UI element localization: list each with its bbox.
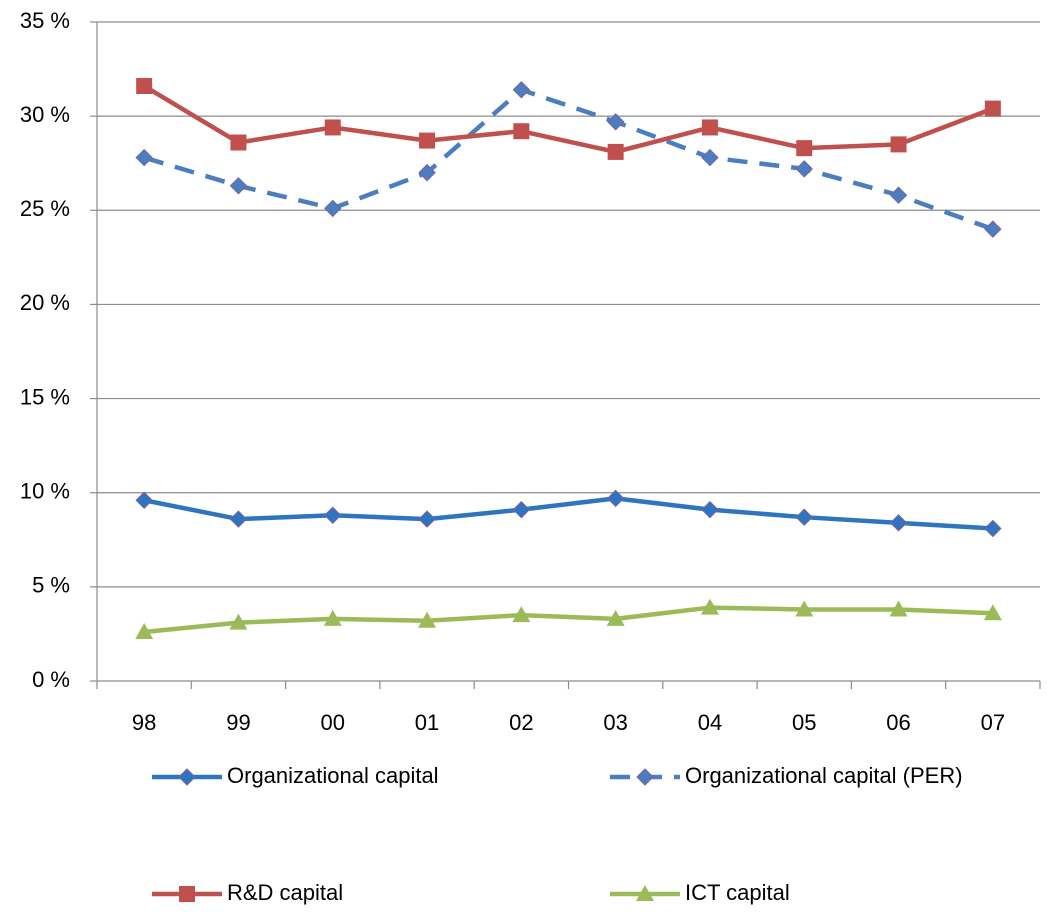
x-tick-label: 07 [981,710,1005,735]
data-point [418,611,437,628]
data-point [700,598,719,615]
data-point [512,500,531,519]
legend-marker [179,886,195,902]
y-tick-label: 35 % [20,8,70,33]
y-tick-label: 25 % [20,196,70,221]
data-point [984,519,1002,538]
data-point [607,143,624,160]
data-point [136,78,153,95]
data-point [512,606,531,623]
legend-label: ICT capital [685,880,790,905]
x-tick-label: 03 [603,710,627,735]
data-point [418,163,436,182]
data-point [796,140,813,157]
data-point [983,604,1002,621]
y-tick-label: 5 % [32,573,70,598]
legend-marker [636,768,654,786]
data-point [230,134,247,151]
data-point [323,609,342,626]
x-tick-label: 05 [792,710,816,735]
data-point [889,514,908,532]
data-point [229,510,248,528]
series-line [143,605,993,635]
y-tick-label: 30 % [20,102,70,127]
data-point [324,199,342,218]
data-point [606,113,625,131]
data-point [513,123,530,140]
legend-label: Organizational capital (PER) [685,763,963,788]
data-point [984,220,1002,238]
data-point [418,510,436,528]
legend-marker [636,885,654,901]
series-line [143,496,993,531]
legend-marker [178,768,196,786]
data-point [795,508,813,526]
legend-label: Organizational capital [227,763,439,788]
y-tick-label: 10 % [20,479,70,504]
x-tick-label: 00 [321,710,345,735]
data-point [701,148,719,167]
data-point [419,132,436,149]
x-tick-label: 02 [509,710,533,735]
data-point [324,506,342,525]
data-point [324,119,341,136]
data-point [135,623,154,640]
data-point [229,177,248,195]
data-point [795,160,813,178]
y-tick-label: 20 % [20,290,70,315]
data-point [889,186,908,204]
legend-label: R&D capital [227,880,343,905]
data-point [889,600,908,617]
y-tick-label: 0 % [32,667,70,692]
x-tick-label: 01 [415,710,439,735]
x-tick-label: 98 [132,710,156,735]
data-point [135,148,153,167]
data-point [606,609,625,626]
data-point [229,613,248,630]
x-tick-label: 04 [698,710,722,735]
y-tick-label: 15 % [20,384,70,409]
data-point [135,491,153,509]
x-tick-label: 06 [886,710,910,735]
series-line [142,84,994,155]
data-point [701,500,719,519]
data-point [701,119,718,136]
data-point [795,600,814,617]
data-point [606,489,625,508]
data-point [512,81,531,99]
series-line [143,87,994,232]
x-tick-label: 99 [226,710,250,735]
data-point [984,100,1001,117]
data-point [890,136,907,153]
